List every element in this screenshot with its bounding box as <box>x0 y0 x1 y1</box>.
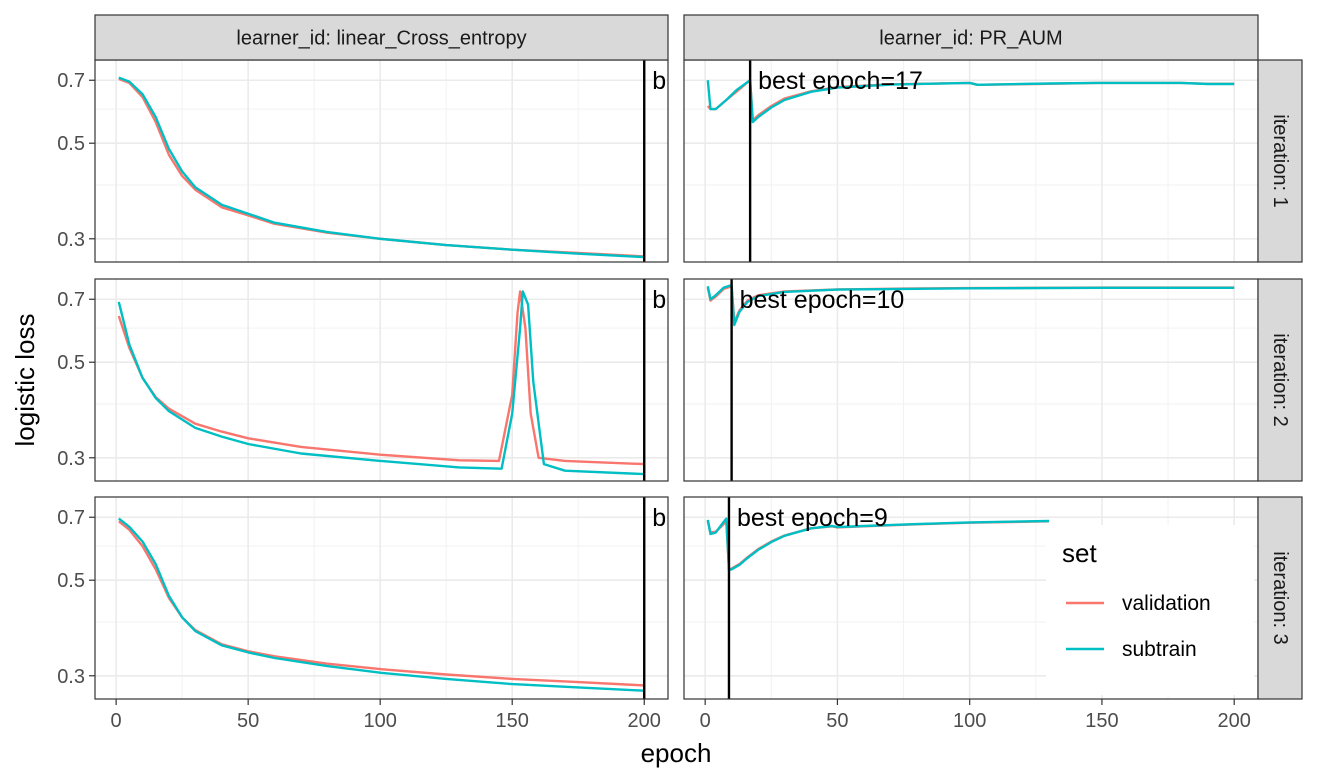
legend-title: set <box>1062 538 1097 568</box>
panel-0-2: b <box>94 496 669 700</box>
x-tick-label: 200 <box>628 710 661 732</box>
x-tick-label: 0 <box>700 710 711 732</box>
panel-1-0: best epoch=17 <box>683 59 1259 263</box>
panel-data: b <box>118 60 666 262</box>
panel-data: best epoch=10 <box>706 279 1235 481</box>
y-tick-label: 0.3 <box>57 229 85 251</box>
x-axis-title: epoch <box>641 738 712 768</box>
best-epoch-label: b <box>652 286 666 314</box>
legend-label: subtrain <box>1122 638 1197 661</box>
y-tick-label: 0.7 <box>57 507 85 529</box>
series-line-subtrain <box>706 283 1235 327</box>
best-epoch-label: b <box>652 67 666 95</box>
facet-strip-right <box>1257 278 1303 482</box>
facet-strip-right-label: iteration: 2 <box>1269 333 1291 426</box>
panel-background <box>95 279 668 481</box>
panel-border <box>94 496 669 700</box>
y-tick-label: 0.5 <box>57 133 85 155</box>
legend-label: validation <box>1122 592 1211 615</box>
x-tick-label: 150 <box>496 710 529 732</box>
best-epoch-label: best epoch=10 <box>740 286 905 314</box>
facet-strip-top <box>94 14 669 61</box>
x-tick-label: 50 <box>237 710 259 732</box>
best-epoch-label: best epoch=9 <box>737 504 888 532</box>
y-tick-label: 0.5 <box>57 570 85 592</box>
panel-background <box>684 279 1258 481</box>
facet-strip-right-label: iteration: 1 <box>1269 114 1291 207</box>
y-tick-label: 0.7 <box>57 70 85 92</box>
y-tick-label: 0.7 <box>57 289 85 311</box>
facet-strip-top-label: learner_id: PR_AUM <box>879 28 1062 50</box>
y-tick-label: 0.3 <box>57 666 85 688</box>
facet-strip-top-label: learner_id: linear_Cross_entropy <box>236 28 526 50</box>
panel-0-0: b <box>94 59 669 263</box>
x-tick-label: 100 <box>363 710 396 732</box>
x-tick-label: 50 <box>826 710 848 732</box>
best-epoch-label: b <box>652 504 666 532</box>
panel-data: b <box>118 497 666 699</box>
facet-strip-right <box>1257 59 1303 263</box>
panel-0-1: b <box>94 278 669 482</box>
facet-strip-right <box>1257 496 1303 700</box>
x-tick-label: 200 <box>1218 710 1251 732</box>
legend-background <box>1046 525 1254 695</box>
y-axis-title: logistic loss <box>10 314 40 447</box>
panel-data: b <box>117 279 666 481</box>
x-tick-label: 100 <box>953 710 986 732</box>
series-line-subtrain <box>118 517 645 692</box>
panel-border <box>94 278 669 482</box>
panel-background <box>95 497 668 699</box>
panel-background <box>684 60 1258 262</box>
panel-data: best epoch=17 <box>706 60 1235 262</box>
y-tick-label: 0.3 <box>57 448 85 470</box>
series-line-subtrain <box>706 517 1050 572</box>
series-line-subtrain <box>706 78 1235 124</box>
series-line-subtrain <box>117 290 645 476</box>
panel-data: best epoch=9 <box>706 497 1050 699</box>
facet-strip-top <box>683 14 1259 61</box>
series-line-subtrain <box>118 76 645 259</box>
facet-strip-right-label: iteration: 3 <box>1269 551 1291 644</box>
panel-1-1: best epoch=10 <box>683 278 1259 482</box>
x-tick-label: 150 <box>1085 710 1118 732</box>
panel-background <box>95 60 668 262</box>
legend: set validation subtrain <box>1046 525 1254 695</box>
y-tick-label: 0.5 <box>57 352 85 374</box>
best-epoch-label: best epoch=17 <box>758 67 923 95</box>
x-tick-label: 0 <box>111 710 122 732</box>
